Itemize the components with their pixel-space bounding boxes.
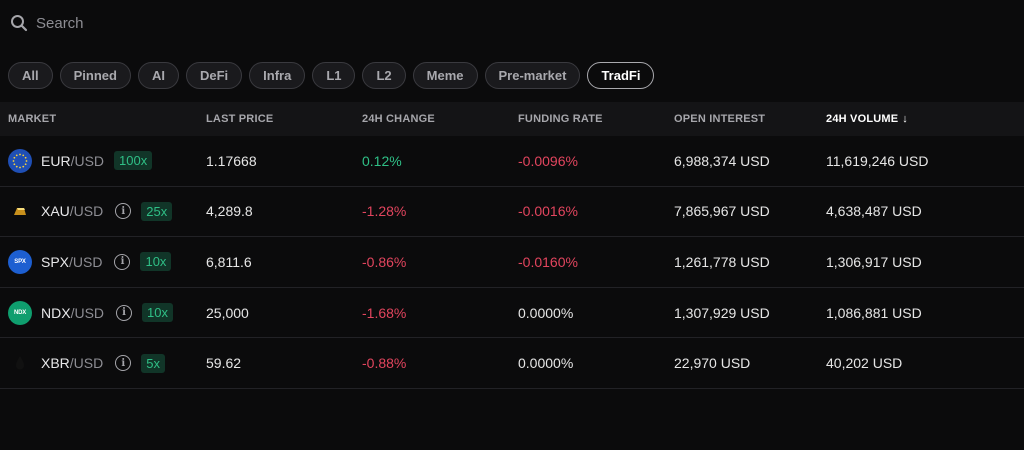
ndx-icon: NDX <box>8 300 32 325</box>
coin-icon-text: NDX <box>13 309 27 316</box>
filter-chip-l1[interactable]: L1 <box>312 62 356 89</box>
header-open-interest[interactable]: OPEN INTEREST <box>674 113 766 125</box>
filter-chip-pinned[interactable]: Pinned <box>59 62 131 89</box>
funding-rate: -0.0096% <box>518 152 578 169</box>
table-body: EUR/USD 100x 1.17668 0.12% -0.0096% 6,98… <box>0 136 1024 389</box>
table-row[interactable]: XBR/USD i 5x 59.62 -0.88% 0.0000% 22,970… <box>0 338 1024 389</box>
market-quote: /USD <box>70 152 105 169</box>
filter-chip-tradfi[interactable]: TradFi <box>587 62 655 89</box>
market-cell: SPX SPX/USD i 10x <box>0 249 206 274</box>
eur-flag-icon <box>8 148 32 173</box>
market-quote: /USD <box>69 203 104 220</box>
last-price: 59.62 <box>206 355 242 372</box>
leverage-badge: 10x <box>142 303 173 323</box>
filter-chip-all[interactable]: All <box>8 62 53 89</box>
header-24h-volume-label: 24H VOLUME <box>826 113 899 125</box>
volume-24h: 11,619,246 USD <box>826 152 929 169</box>
change-24h: -0.88% <box>362 355 407 372</box>
leverage-badge: 25x <box>141 201 173 221</box>
search-icon <box>11 15 28 32</box>
filter-chip-ai[interactable]: AI <box>137 62 179 89</box>
funding-rate: 0.0000% <box>518 355 574 372</box>
header-24h-change[interactable]: 24H CHANGE <box>362 113 435 125</box>
funding-rate: -0.0160% <box>518 253 578 270</box>
volume-24h: 1,306,917 USD <box>826 253 922 270</box>
sort-arrow-icon: ↓ <box>902 113 908 125</box>
gold-bar-icon <box>8 199 32 223</box>
open-interest: 1,307,929 USD <box>674 304 770 321</box>
header-market[interactable]: MARKET <box>8 113 57 125</box>
open-interest: 1,261,778 USD <box>674 253 770 270</box>
search-bar[interactable] <box>0 0 1024 46</box>
table-row[interactable]: EUR/USD 100x 1.17668 0.12% -0.0096% 6,98… <box>0 136 1024 187</box>
info-icon[interactable]: i <box>115 355 132 372</box>
leverage-badge: 100x <box>114 151 153 171</box>
change-24h: 0.12% <box>362 152 402 169</box>
last-price: 4,289.8 <box>206 203 253 220</box>
table-header: MARKET LAST PRICE 24H CHANGE FUNDING RAT… <box>0 102 1024 136</box>
markets-table: MARKET LAST PRICE 24H CHANGE FUNDING RAT… <box>0 102 1024 389</box>
filter-chip-pre-market[interactable]: Pre-market <box>484 62 581 89</box>
change-24h: -0.86% <box>362 253 407 270</box>
market-base: NDX <box>41 304 71 321</box>
market-base: XAU <box>41 203 70 220</box>
table-row[interactable]: XAU/USD i 25x 4,289.8 -1.28% -0.0016% 7,… <box>0 187 1024 238</box>
market-base: EUR <box>41 152 71 169</box>
funding-rate: 0.0000% <box>518 304 574 321</box>
oil-drop-icon <box>8 351 32 375</box>
change-24h: -1.28% <box>362 203 407 220</box>
last-price: 6,811.6 <box>206 253 252 270</box>
search-input[interactable] <box>36 14 436 32</box>
header-24h-volume[interactable]: 24H VOLUME ↓ <box>826 113 1024 125</box>
last-price: 1.17668 <box>206 152 257 169</box>
coin-icon-text: SPX <box>14 258 26 265</box>
leverage-badge: 10x <box>140 252 172 272</box>
market-cell: XAU/USD i 25x <box>0 199 206 223</box>
change-24h: -1.68% <box>362 304 407 321</box>
filter-chip-infra[interactable]: Infra <box>249 62 306 89</box>
filter-chips: All Pinned AI DeFi Infra L1 L2 Meme Pre-market Tr… <box>8 62 655 89</box>
open-interest: 22,970 USD <box>674 355 751 372</box>
funding-rate: -0.0016% <box>518 203 578 220</box>
filter-chip-defi[interactable]: DeFi <box>185 62 243 89</box>
market-quote: /USD <box>69 253 103 270</box>
leverage-badge: 5x <box>141 353 165 373</box>
market-quote: /USD <box>70 304 105 321</box>
info-icon[interactable]: i <box>115 203 132 220</box>
spx-icon: SPX <box>8 249 32 274</box>
info-icon[interactable]: i <box>116 304 133 321</box>
market-base: XBR <box>41 355 70 372</box>
market-base: SPX <box>41 253 70 270</box>
filter-chip-meme[interactable]: Meme <box>412 62 478 89</box>
volume-24h: 4,638,487 USD <box>826 203 922 220</box>
last-price: 25,000 <box>206 304 249 321</box>
filter-chip-l2[interactable]: L2 <box>362 62 406 89</box>
open-interest: 7,865,967 USD <box>674 203 770 220</box>
header-funding-rate[interactable]: FUNDING RATE <box>518 113 603 125</box>
market-cell: XBR/USD i 5x <box>0 351 206 375</box>
market-cell: NDX NDX/USD i 10x <box>0 300 206 325</box>
volume-24h: 1,086,881 USD <box>826 304 922 321</box>
market-cell: EUR/USD 100x <box>0 148 206 173</box>
volume-24h: 40,202 USD <box>826 355 903 372</box>
header-last-price[interactable]: LAST PRICE <box>206 113 274 125</box>
market-quote: /USD <box>69 355 104 372</box>
info-icon[interactable]: i <box>114 253 131 270</box>
open-interest: 6,988,374 USD <box>674 152 770 169</box>
table-row[interactable]: NDX NDX/USD i 10x 25,000 -1.68% 0.0000% … <box>0 288 1024 339</box>
table-row[interactable]: SPX SPX/USD i 10x 6,811.6 -0.86% -0.0160… <box>0 237 1024 288</box>
